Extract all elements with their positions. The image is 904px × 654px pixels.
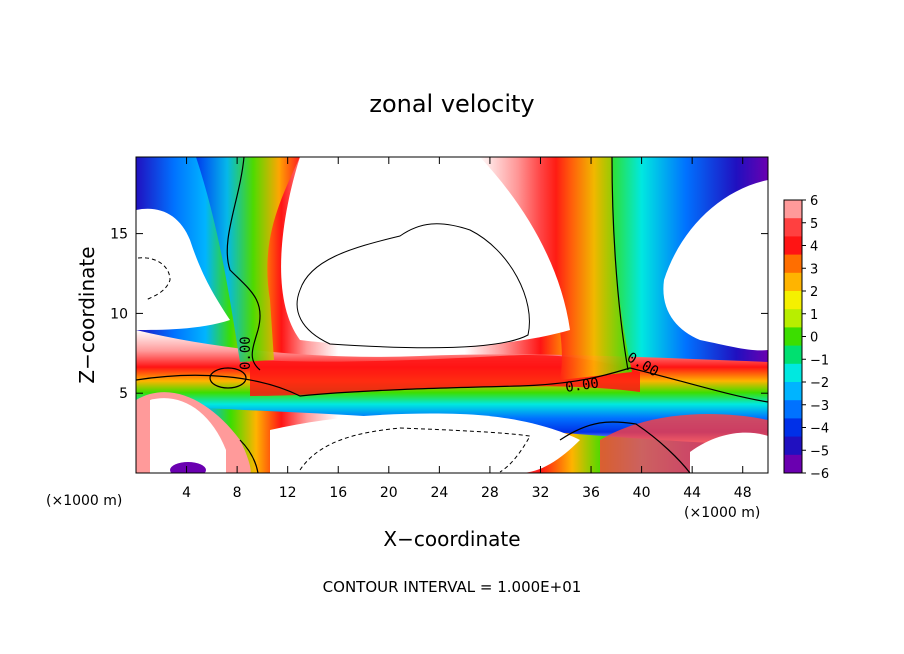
colorbar-label: −5 (810, 444, 829, 459)
red-band (250, 354, 640, 396)
y-tick-label: 5 (119, 386, 128, 402)
contour-zero-lower-right (559, 421, 691, 473)
colorbar-swatch (784, 236, 802, 256)
colorbar-label: 6 (810, 194, 818, 209)
colorbar-label: 2 (810, 285, 818, 300)
contour-label: 0.00 (238, 336, 254, 370)
colorbar-label: −1 (810, 353, 829, 368)
colorbar-swatch (784, 291, 802, 310)
colorbar-swatch (784, 454, 802, 474)
y-tick-label: 15 (110, 227, 128, 243)
x-unit-left: (×1000 m) (46, 493, 122, 509)
colorbar-swatch (784, 254, 802, 274)
purple-blob (170, 462, 206, 473)
colorbar-label: 4 (810, 240, 818, 255)
contour-zero-right (611, 157, 629, 371)
x-axis: 4 8 12 16 20 24 28 32 36 40 44 48 (182, 157, 752, 501)
colorbar-swatch (784, 436, 802, 456)
colorbar-swatch (784, 309, 802, 328)
bottom-white-region (270, 413, 580, 473)
colorbar-swatch (784, 418, 802, 438)
right-white-region (663, 180, 768, 351)
colorbar-swatch (784, 363, 802, 383)
contour-central (296, 223, 530, 349)
colorbar-label: 3 (810, 262, 818, 277)
colorbar-label: −6 (810, 467, 829, 482)
y-axis-label: Z−coordinate (75, 246, 99, 383)
colored-field (136, 157, 768, 473)
x-tick-label: 20 (380, 485, 398, 501)
x-axis-label: X−coordinate (383, 527, 520, 551)
colorbar-label: 0 (810, 331, 818, 346)
upper-left-white-region (136, 208, 230, 330)
colorbar-label: −3 (810, 399, 829, 414)
contour-dashed-left (137, 257, 171, 301)
x-tick-label: 4 (182, 485, 191, 501)
y-axis: 5 10 15 (110, 227, 768, 402)
x-tick-label: 32 (532, 485, 550, 501)
colorbar-swatch (784, 327, 802, 347)
bottom-left-white (150, 398, 226, 473)
x-tick-label: 44 (683, 485, 701, 501)
contour-small-loop (209, 367, 247, 389)
plot-frame (135, 156, 769, 474)
contour-dashed-bottom (299, 427, 531, 473)
colorbar-label: −4 (810, 422, 829, 437)
x-tick-label: 24 (430, 485, 448, 501)
x-tick-label: 8 (233, 485, 242, 501)
y-tick-label: 10 (110, 306, 128, 322)
chart-title: zonal velocity (369, 90, 534, 118)
x-tick-label: 28 (481, 485, 499, 501)
contour-interval-note: CONTOUR INTERVAL = 1.000E+01 (323, 578, 582, 596)
x-unit-right: (×1000 m) (684, 505, 760, 521)
colorbar-label: 1 (810, 308, 818, 323)
x-tick-label: 12 (279, 485, 297, 501)
contour-zero-lower (239, 439, 259, 473)
left-column (196, 157, 300, 362)
colorbar-swatch (784, 345, 802, 365)
x-tick-label: 48 (734, 485, 752, 501)
contour-label: 0.00 (564, 375, 600, 396)
colorbar-label: −2 (810, 376, 829, 391)
x-tick-label: 16 (329, 485, 347, 501)
x-tick-label: 40 (633, 485, 651, 501)
colorbar-swatch (784, 218, 802, 237)
colorbar-swatch (784, 200, 802, 219)
central-white-region (281, 157, 570, 348)
lower-right-white (690, 432, 768, 473)
colorbar-swatch (784, 382, 802, 401)
colorbar-swatch (784, 400, 802, 419)
colorbar-label: 5 (810, 217, 818, 232)
colorbar-swatch (784, 272, 802, 292)
contour-zero-band (136, 367, 768, 403)
x-tick-label: 36 (582, 485, 600, 501)
contour-zero-left (226, 157, 261, 371)
colorbar: 6 5 4 3 2 1 0 −1 −2 −3 −4 −5 −6 (783, 194, 829, 482)
